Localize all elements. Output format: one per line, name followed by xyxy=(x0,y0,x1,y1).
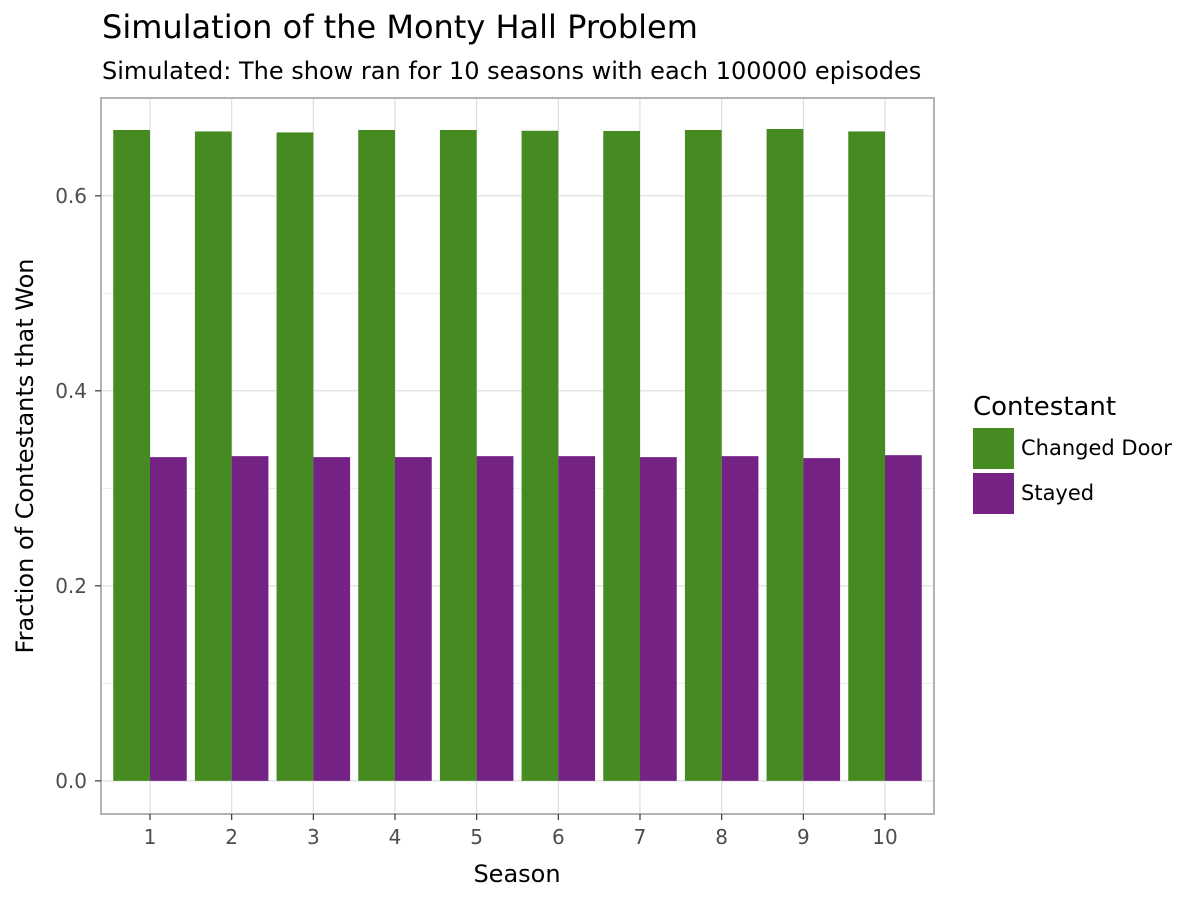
bar-stayed-season-3 xyxy=(313,457,351,781)
y-tick-label: 0.0 xyxy=(55,769,87,793)
bar-changed-door-season-3 xyxy=(276,132,314,781)
legend-key-stayed xyxy=(973,473,1014,514)
x-tick-label: 9 xyxy=(797,825,810,849)
bars xyxy=(113,129,922,781)
y-tick-label: 0.6 xyxy=(55,184,87,208)
x-tick-label: 7 xyxy=(634,825,647,849)
y-axis-ticks: 0.0 0.2 0.4 0.6 xyxy=(55,184,101,793)
bar-changed-door-season-8 xyxy=(684,129,722,781)
bar-changed-door-season-9 xyxy=(766,129,804,781)
legend-title: Contestant xyxy=(973,392,1116,422)
bar-stayed-season-7 xyxy=(640,457,677,781)
plot-panel-border xyxy=(100,97,935,815)
bar-stayed-season-6 xyxy=(558,456,596,781)
bar-changed-door-season-10 xyxy=(848,131,885,781)
x-tick-label: 6 xyxy=(552,825,565,849)
x-tick-label: 1 xyxy=(144,825,157,849)
bar-changed-door-season-7 xyxy=(603,130,640,781)
x-tick-label: 8 xyxy=(715,825,728,849)
bar-changed-door-season-1 xyxy=(113,129,150,781)
x-tick-label: 4 xyxy=(389,825,402,849)
y-tick-label: 0.4 xyxy=(55,379,87,403)
y-axis-title: Fraction of Contestants that Won xyxy=(11,259,39,654)
legend-key-changed-door xyxy=(973,428,1014,469)
bar-stayed-season-9 xyxy=(803,458,841,781)
chart-subtitle: Simulated: The show ran for 10 seasons w… xyxy=(102,57,921,85)
bar-stayed-season-1 xyxy=(150,457,187,781)
bar-stayed-season-10 xyxy=(885,455,922,781)
bar-stayed-season-4 xyxy=(395,457,432,781)
x-tick-label: 3 xyxy=(307,825,320,849)
x-tick-label: 2 xyxy=(225,825,238,849)
x-axis-ticks: 1 2 3 4 5 6 7 8 9 10 xyxy=(144,814,898,849)
bar-stayed-season-5 xyxy=(476,456,514,781)
x-tick-label: 5 xyxy=(470,825,483,849)
bar-changed-door-season-4 xyxy=(358,129,395,781)
chart-title: Simulation of the Monty Hall Problem xyxy=(102,8,698,46)
x-tick-label: 10 xyxy=(872,825,897,849)
bar-changed-door-season-5 xyxy=(439,129,477,781)
legend-label-changed-door: Changed Door xyxy=(1021,436,1172,460)
x-axis-title: Season xyxy=(473,860,560,888)
legend-label-stayed: Stayed xyxy=(1021,481,1094,505)
y-tick-label: 0.2 xyxy=(55,574,87,598)
bar-stayed-season-2 xyxy=(231,456,269,781)
bar-stayed-season-8 xyxy=(721,456,759,781)
legend: Contestant Changed Door Stayed xyxy=(973,392,1172,514)
bar-changed-door-season-6 xyxy=(521,130,559,781)
bar-changed-door-season-2 xyxy=(194,131,232,781)
